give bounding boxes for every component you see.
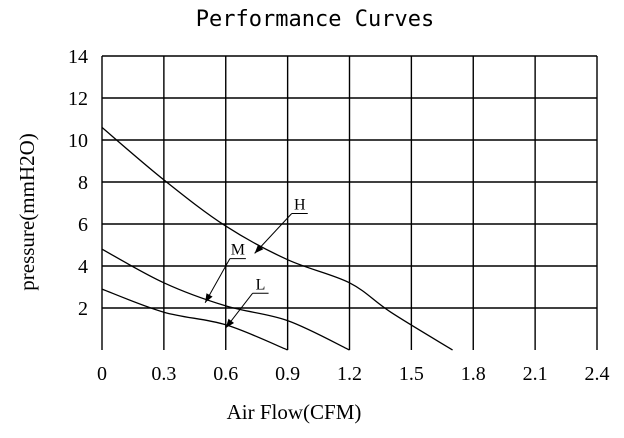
y-tick-label: 14 xyxy=(68,46,88,68)
x-tick-label: 2.4 xyxy=(585,363,610,385)
y-tick-label: 8 xyxy=(78,172,88,194)
series-labels: H ML xyxy=(204,197,308,329)
curve-l xyxy=(101,288,288,351)
x-tick-label: 0 xyxy=(97,363,107,385)
x-axis-label: Air Flow(CFM) xyxy=(227,400,362,424)
x-tick-label: 1.8 xyxy=(461,363,486,385)
x-tick-label: 1.2 xyxy=(337,363,362,385)
arrowhead-h xyxy=(254,244,264,254)
y-axis-label: pressure(mmH2O) xyxy=(15,133,39,290)
series-label-m: M xyxy=(231,242,245,259)
x-tick-label: 2.1 xyxy=(523,363,548,385)
chart-title: Performance Curves xyxy=(196,7,434,32)
curve-h xyxy=(101,126,453,351)
x-tick-label: 0.9 xyxy=(275,363,300,385)
leader-line-h xyxy=(254,213,293,254)
arrowhead-m xyxy=(205,293,213,303)
series-label-h: H xyxy=(294,197,306,214)
y-tick-label: 12 xyxy=(68,88,88,110)
series-label-l: L xyxy=(256,276,266,293)
y-tick-label: 4 xyxy=(78,256,88,278)
curve-m xyxy=(101,248,350,351)
curves xyxy=(101,126,453,351)
arrowhead-l xyxy=(225,318,235,328)
y-tick-label: 6 xyxy=(78,214,88,236)
tick-labels: 0 0.3 0.6 0.9 1.2 1.5 1.8 2.1 2.4 2 4 6 8 10 12 14 xyxy=(68,46,610,385)
x-tick-label: 1.5 xyxy=(399,363,424,385)
y-tick-label: 2 xyxy=(78,298,88,320)
plot-grid xyxy=(101,55,598,350)
x-tick-label: 0.6 xyxy=(213,363,238,385)
x-tick-label: 0.3 xyxy=(151,363,176,385)
y-tick-label: 10 xyxy=(68,130,88,152)
